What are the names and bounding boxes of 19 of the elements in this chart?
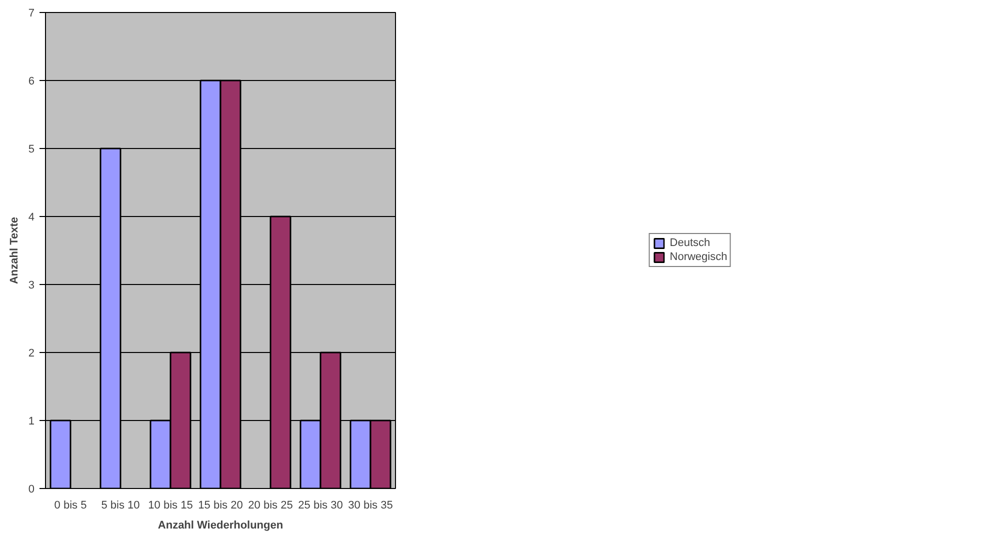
x-tick-label: 20 bis 25: [248, 500, 293, 512]
x-tick-label: 30 bis 35: [348, 500, 393, 512]
x-tick-label: 15 bis 20: [198, 500, 243, 512]
y-tick-label: 5: [28, 144, 35, 156]
x-tick-label: 5 bis 10: [101, 500, 140, 512]
x-tick-label: 10 bis 15: [148, 500, 193, 512]
y-tick-label: 6: [28, 76, 35, 88]
y-axis-title: Anzahl Texte: [8, 216, 20, 284]
y-tick-label: 7: [28, 8, 35, 20]
y-tick-label: 0: [28, 484, 35, 496]
x-tick-label: 25 bis 30: [298, 500, 343, 512]
x-tick-label: 0 bis 5: [54, 500, 87, 512]
legend-label: Norwegisch: [670, 251, 728, 263]
y-tick-label: 1: [28, 416, 35, 428]
y-tick-label: 2: [28, 348, 35, 360]
x-axis-title: Anzahl Wiederholungen: [158, 520, 284, 532]
legend-label: Deutsch: [670, 237, 710, 249]
y-tick-label: 3: [28, 280, 35, 292]
y-tick-label: 4: [28, 212, 35, 224]
